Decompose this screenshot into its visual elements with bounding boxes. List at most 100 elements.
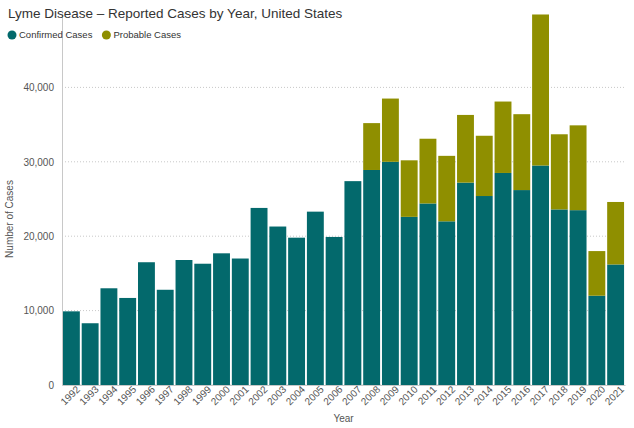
x-tick-label: 2012 [434,383,458,407]
x-tick: 2003 [265,383,289,407]
x-tick-label: 2021 [603,383,627,407]
bar [438,221,455,385]
x-tick-label: 2017 [528,383,552,407]
x-tick-label: 2008 [359,383,383,407]
x-tick: 2007 [340,383,364,407]
x-tick-label: 2000 [209,383,233,407]
y-tick: 30,000 [23,157,62,168]
bar [269,227,286,385]
x-tick-label: 2006 [321,383,345,407]
bar [420,203,437,385]
x-tick-label: 1997 [152,383,176,407]
y-tick-label: 10,000 [23,305,54,316]
y-axis-title: Number of Cases [4,180,15,258]
bar [307,212,324,385]
x-tick-label: 1992 [58,383,82,407]
bar [344,181,361,385]
x-tick-label: 2003 [265,383,289,407]
bar [382,99,399,162]
x-tick: 2012 [434,383,458,407]
title: Lyme Disease – Reported Cases by Year, U… [8,6,342,21]
x-tick: 1994 [96,383,120,407]
legend: Confirmed CasesProbable Cases [8,29,182,40]
x-axis-title: Year [333,413,354,424]
x-tick: 2020 [584,383,608,407]
x-axis: 1992199319941995199619971998199920002001… [58,383,626,407]
chart: 010,00020,00030,00040,000199219931994199… [0,0,634,428]
x-tick-label: 2014 [471,383,495,407]
y-tick: 40,000 [23,82,62,93]
y-tick: 10,000 [23,305,62,316]
bar [476,196,493,385]
bar [532,166,549,385]
x-tick-label: 1996 [134,383,158,407]
bar [476,136,493,196]
bar [401,160,418,217]
x-tick: 2005 [302,383,326,407]
bar [457,115,474,183]
x-tick: 2014 [471,383,495,407]
x-tick: 2013 [453,383,477,407]
x-tick-label: 2001 [227,383,251,407]
y-tick-label: 40,000 [23,82,54,93]
x-tick: 1992 [58,383,82,407]
bar [607,264,624,385]
bar [63,311,80,385]
x-tick: 2000 [209,383,233,407]
x-tick: 2011 [416,383,439,406]
x-tick-label: 2013 [453,383,477,407]
bar [570,210,587,385]
bar [288,238,305,385]
x-tick: 1993 [77,383,101,407]
bar [157,290,174,385]
bar [513,190,530,385]
x-tick: 2010 [396,383,420,407]
bar [532,14,549,165]
bar [457,183,474,385]
x-tick: 2019 [565,383,589,407]
bar [119,298,136,385]
x-tick: 1995 [115,383,139,407]
bar [363,123,380,170]
x-tick: 1999 [190,383,214,407]
x-tick-label: 2020 [584,383,608,407]
x-tick-label: 2004 [284,383,308,407]
bar [363,170,380,385]
x-tick: 1998 [171,383,195,407]
x-tick-label: 2002 [246,383,270,407]
x-tick-label: 1999 [190,383,214,407]
y-tick: 20,000 [23,231,62,242]
x-tick-label: 1998 [171,383,195,407]
x-tick-label: 1995 [115,383,139,407]
x-tick: 2021 [603,383,627,407]
bar [100,288,117,385]
x-tick: 2001 [227,383,251,407]
y-tick-label: 30,000 [23,157,54,168]
bar [570,125,587,210]
x-tick: 1997 [152,383,176,407]
x-tick-label: 1994 [96,383,120,407]
x-tick-label: 1993 [77,383,101,407]
y-axis: 0 10,000 20,000 30,000 40,000 [23,14,62,391]
x-tick: 2018 [546,383,570,407]
x-tick: 1996 [134,383,158,407]
x-tick-label: 2019 [565,383,589,407]
bar [588,296,605,385]
x-tick-label: 2007 [340,383,364,407]
bar [551,134,568,209]
bar [495,173,512,385]
y-axis-line [62,14,63,386]
x-tick: 2004 [284,383,308,407]
y-tick-label: 0 [48,380,54,391]
x-tick-label: 2018 [546,383,570,407]
y-tick: 0 [48,380,62,391]
bar [138,262,155,385]
bar [326,237,343,385]
x-tick-label: 2015 [490,383,514,407]
legend-swatch [102,31,111,40]
y-tick-label: 20,000 [23,231,54,242]
bar [232,259,249,385]
x-tick: 2006 [321,383,345,407]
legend-label: Probable Cases [113,29,181,40]
bar [438,156,455,221]
